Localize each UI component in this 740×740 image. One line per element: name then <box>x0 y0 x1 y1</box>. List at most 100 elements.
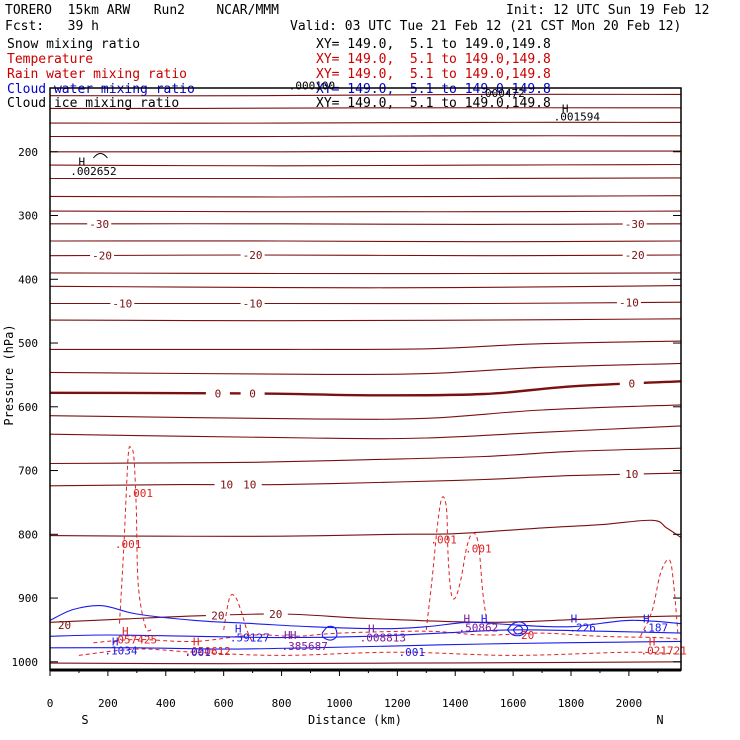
isotherm-line <box>49 447 682 465</box>
isotherm-label: 20 <box>211 609 224 622</box>
legend-rain-xy: XY= 149.0, 5.1 to 149.0,149.8 <box>316 67 551 82</box>
extremum-value: 20 <box>58 619 71 632</box>
rain-contour-label: .001 <box>465 542 492 555</box>
rain-contour-line <box>425 496 488 630</box>
isotherm-line <box>49 163 682 167</box>
y-tick-label: 200 <box>18 146 38 159</box>
extremum-value: .000100 <box>289 79 335 92</box>
cloud-water-contours <box>49 605 682 650</box>
rain-contour-label: .001 <box>430 533 457 546</box>
isotherm-label-bg <box>616 296 641 309</box>
extremum-value: .002652 <box>70 165 116 178</box>
extremum-value: .59127 <box>230 632 270 645</box>
isotherm-label-bg <box>110 297 135 310</box>
high-marker: H <box>193 635 200 648</box>
isotherm-label: 10 <box>220 479 233 492</box>
isotherm-line <box>49 107 682 109</box>
isotherm-label: -20 <box>92 250 112 263</box>
extremum-value: .187 <box>642 621 669 634</box>
isotherm-line <box>49 472 682 487</box>
isotherm-label: 10 <box>243 479 256 492</box>
isotherm-label: -10 <box>243 297 263 310</box>
isotherm-line <box>49 150 682 153</box>
x-tick-label: 1400 <box>442 697 469 710</box>
isotherm-line <box>49 285 682 289</box>
high-marker: H <box>112 635 119 648</box>
rain-contour-line <box>640 558 679 637</box>
x-tick-label: 200 <box>98 697 118 710</box>
isotherm-label: -10 <box>112 297 132 310</box>
x-tick-label: 1000 <box>326 697 353 710</box>
high-marker: H <box>562 102 569 115</box>
cloud-water-contour-line <box>512 625 523 635</box>
isotherm-label-bg <box>90 249 115 262</box>
y-tick-label: 800 <box>18 528 38 541</box>
high-marker: H <box>284 629 291 642</box>
isotherm-line <box>49 223 682 225</box>
high-marker: H <box>235 623 242 636</box>
plot-frame <box>49 87 682 671</box>
high-marker: H <box>79 155 86 168</box>
high-marker: H <box>649 635 656 648</box>
isotherm-line <box>49 613 682 623</box>
extremum-value: .008813 <box>360 632 406 645</box>
y-tick-label: 1000 <box>12 656 39 669</box>
isotherm-line <box>49 121 682 124</box>
isotherm-label: -20 <box>625 249 645 262</box>
high-marker: H <box>122 625 129 638</box>
isotherm-line <box>49 519 682 538</box>
isotherm-line <box>50 177 682 180</box>
isotherm-label: 0 <box>215 387 222 400</box>
temperature-contours: -30 -30 -20 -20 -20 -10 -10 -10 0 0 0 10 10 10 20 20 <box>49 93 682 665</box>
y-axis-label: Pressure (hPa) <box>2 324 16 425</box>
legend-cloud-water-name: Cloud water mixing ratio <box>7 82 195 97</box>
rain-contour-label: .001 <box>115 538 142 551</box>
rain-contour-line <box>93 630 682 644</box>
legend-cloud-ice-name: Cloud ice mixing ratio <box>7 96 180 111</box>
rain-contour-line <box>119 446 152 632</box>
isotherm-line <box>49 404 682 420</box>
isotherm-line <box>49 93 682 97</box>
x-tick-label: 1600 <box>500 697 527 710</box>
isotherm-line <box>49 135 682 138</box>
isotherm-label-bg <box>619 468 644 481</box>
isotherm-label-bg <box>240 387 265 400</box>
x-tick-label: 1800 <box>558 697 585 710</box>
isotherm-line <box>49 240 682 243</box>
extremum-value: 20 <box>521 629 534 642</box>
x-tick-label: 1200 <box>384 697 411 710</box>
extremum-value: .226 <box>569 621 596 634</box>
isotherm-label-bg <box>619 377 644 390</box>
isotherm-label-bg <box>214 478 239 491</box>
high-marker: H <box>463 612 470 625</box>
isotherm-line <box>49 301 682 305</box>
cloud-water-contour-line <box>49 605 682 630</box>
y-tick-label: 900 <box>18 592 38 605</box>
cloud-water-contour-line <box>49 640 682 650</box>
isotherm-label: -20 <box>243 249 263 262</box>
rain-contour-line <box>78 648 682 656</box>
y-tick-label: 500 <box>18 337 38 350</box>
x-axis-label: Distance (km) <box>308 713 402 727</box>
rain-contour-label: .001 <box>126 487 153 500</box>
isotherm-label-bg <box>622 217 647 230</box>
y-tick-label: 400 <box>18 273 38 286</box>
legend-temperature-name: Temperature <box>7 52 94 67</box>
legend-snow-name: Snow mixing ratio <box>7 37 141 52</box>
high-marker: H <box>481 612 488 625</box>
isotherm-label-bg <box>240 297 265 310</box>
y-tick-label: 300 <box>18 210 38 223</box>
extremum-value: .001 <box>184 646 211 659</box>
rain-contours: .001 .001 .001 .001 <box>78 446 682 656</box>
extremum-value: .057425 <box>111 633 157 646</box>
isotherm-label: 10 <box>625 468 638 481</box>
ice-contour-arc <box>93 152 108 159</box>
isotherm-label: -30 <box>89 218 109 231</box>
extremum-value: .050612 <box>185 645 231 658</box>
init-time: Init: 12 UTC Sun 19 Feb 12 <box>506 3 710 18</box>
x-tick-label: 800 <box>272 697 292 710</box>
isotherm-label: -10 <box>619 297 639 310</box>
isotherm-label-bg <box>237 478 262 491</box>
